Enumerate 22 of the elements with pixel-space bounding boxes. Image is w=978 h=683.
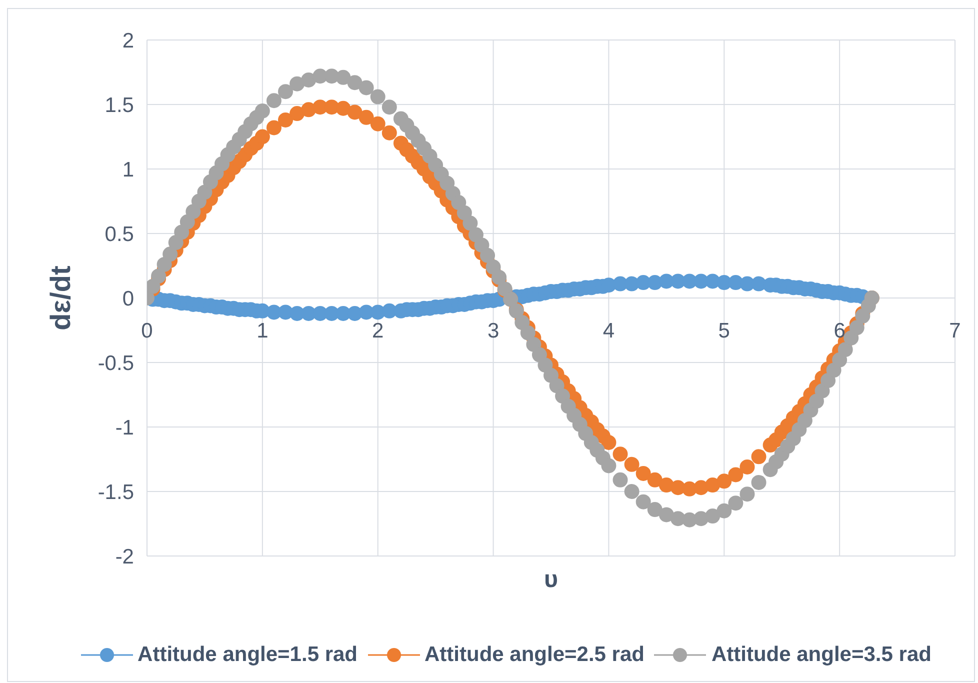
legend-label: Attitude angle=3.5 rad — [711, 643, 932, 667]
y-tick-label: 0 — [122, 287, 134, 310]
y-tick-label: -1 — [115, 416, 134, 440]
y-tick-label: 1.5 — [104, 94, 134, 117]
y-tick-label: -1.5 — [98, 480, 134, 504]
y-tick-label: -0.5 — [98, 352, 134, 375]
x-tick-label: 5 — [718, 320, 730, 342]
y-axis-title: dε/dt — [44, 266, 76, 330]
x-tick-label: 1 — [256, 320, 268, 342]
y-tick-label: 1 — [122, 158, 134, 182]
x-tick-label: 7 — [949, 320, 961, 342]
x-tick-label: 2 — [372, 320, 384, 342]
x-tick-label: 3 — [487, 320, 500, 342]
x-tick-label: 4 — [602, 320, 615, 342]
y-tick-label: 2 — [122, 29, 134, 52]
y-tick-label: 0.5 — [104, 222, 134, 246]
x-axis-title: υ — [544, 566, 558, 593]
x-tick-label: 0 — [141, 320, 153, 342]
x-tick-label: 6 — [834, 320, 846, 342]
y-tick-label: -2 — [115, 545, 134, 568]
legend-label: Attitude angle=1.5 rad — [138, 643, 358, 667]
legend-label: Attitude angle=2.5 rad — [424, 643, 644, 667]
